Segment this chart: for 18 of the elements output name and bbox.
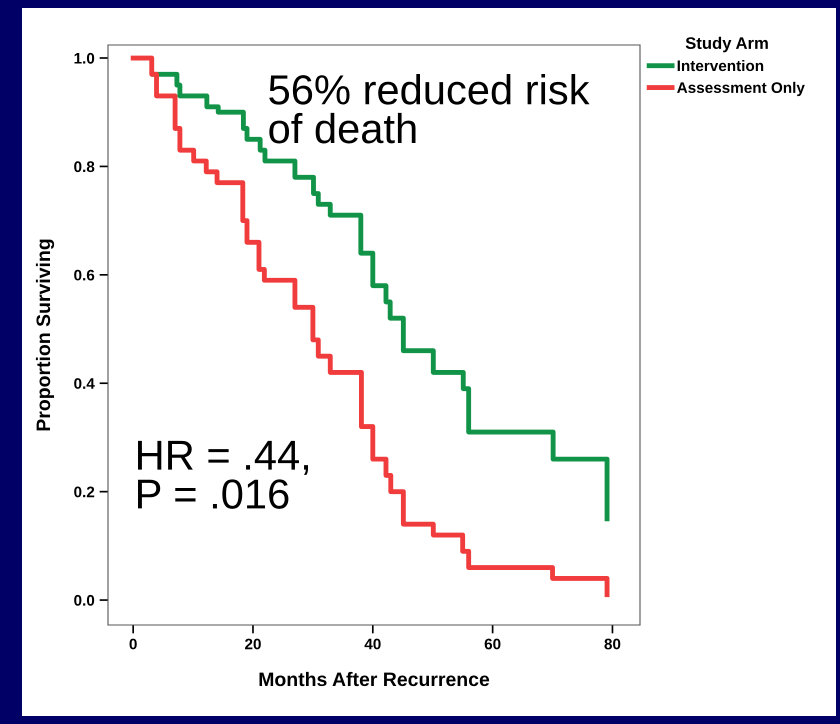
x-tick-label: 80 [604,638,620,650]
x-tick-label: 20 [245,638,261,650]
legend-title: Study Arm [686,36,768,52]
y-tick-label: 0.8 [74,161,94,172]
x-tick-label: 0 [130,638,137,650]
y-tick-label: 0.4 [74,378,95,389]
y-tick-label: 0.0 [74,594,94,606]
x-tick-label: 60 [484,638,500,650]
annotation: 56% reduced risk of death [269,74,590,144]
legend-label: Assessment Only [677,82,805,96]
y-tick-label: 0.2 [74,486,94,498]
legend-label: Intervention [678,60,764,72]
annotation: HR = .44, P = .016 [138,440,308,509]
y-axis-title: Proportion Surviving [36,240,54,430]
y-tick-label: 1.0 [74,52,94,64]
x-axis-title: Months After Recurrence [260,672,490,686]
x-tick-label: 40 [364,638,381,650]
y-tick-label: 0.6 [74,270,94,281]
